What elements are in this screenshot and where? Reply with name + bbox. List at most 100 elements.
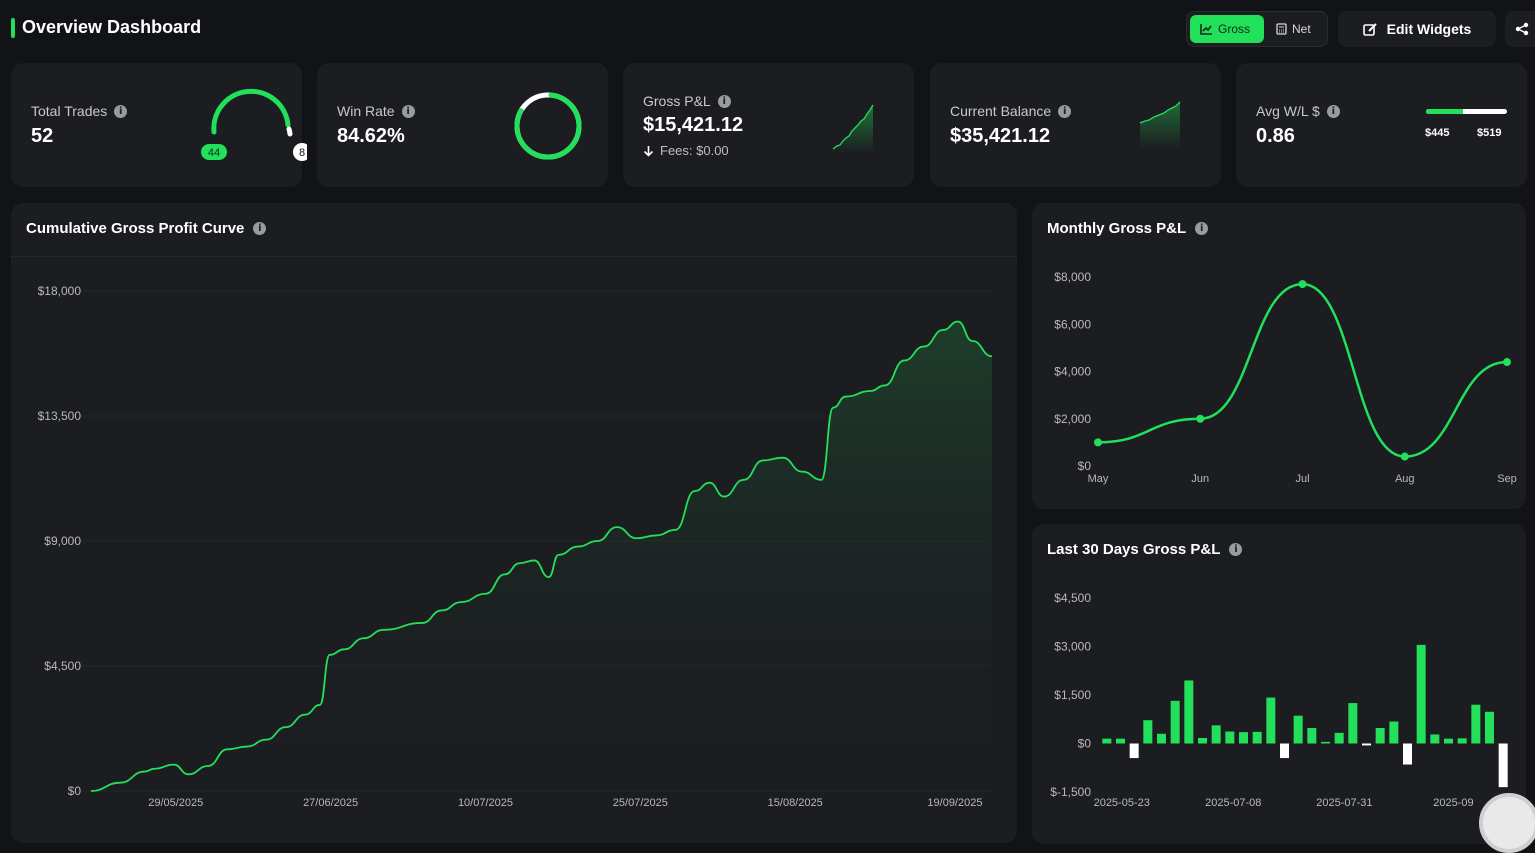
bar[interactable] xyxy=(1129,743,1139,759)
cumulative-chart: $0 $4,500 $9,000 $13,500 $18,000 29/05/2025 27… xyxy=(38,284,993,809)
x-tick-label: 25/07/2025 xyxy=(613,797,668,809)
bar[interactable] xyxy=(1198,738,1207,744)
avg-wl-label: Avg W/L $ xyxy=(1256,103,1320,119)
gross-pnl-label: Gross P&L xyxy=(643,93,711,109)
total-trades-card: Total Trades i 52 44 8 xyxy=(11,63,307,187)
bar[interactable] xyxy=(1334,732,1344,744)
x-tick-label: 2025-05-23 xyxy=(1094,797,1150,809)
bar[interactable] xyxy=(1239,732,1248,744)
x-tick-label: Aug xyxy=(1395,473,1415,485)
gross-pnl-value: $15,421.12 xyxy=(643,114,744,136)
bar[interactable] xyxy=(1170,700,1180,744)
bar[interactable] xyxy=(1457,738,1467,744)
data-point[interactable] xyxy=(1400,452,1409,461)
current-balance-label-row: Current Balance i xyxy=(950,103,1072,119)
bar[interactable] xyxy=(1403,743,1412,765)
cumulative-profit-panel: Cumulative Gross Profit Curve i $0 $4,500… xyxy=(11,203,1017,843)
bar[interactable] xyxy=(1389,721,1399,744)
bar[interactable] xyxy=(1416,644,1426,744)
data-point[interactable] xyxy=(1094,438,1102,447)
current-balance-label: Current Balance xyxy=(950,103,1052,119)
bar[interactable] xyxy=(1184,680,1194,744)
avg-wl-value: 0.86 xyxy=(1256,125,1295,147)
bar[interactable] xyxy=(1307,727,1317,744)
bar[interactable] xyxy=(1211,725,1221,744)
x-tick-label: Sep xyxy=(1497,473,1517,485)
divider xyxy=(11,256,1017,257)
bar[interactable] xyxy=(1225,731,1235,744)
x-tick-label: 2025-07-31 xyxy=(1316,797,1372,809)
panel-title: Cumulative Gross Profit Curve i xyxy=(26,220,267,237)
info-icon[interactable]: i xyxy=(114,104,128,118)
bar[interactable] xyxy=(1498,743,1508,788)
bar[interactable] xyxy=(1280,743,1289,759)
bar[interactable] xyxy=(1143,720,1153,744)
avg-win-bar-fill xyxy=(1426,109,1464,114)
y-tick-label: $4,000 xyxy=(1054,365,1091,379)
gauge-wins-arc xyxy=(211,88,291,135)
data-point[interactable] xyxy=(1503,358,1511,367)
bar[interactable] xyxy=(1321,741,1330,744)
edit-widgets-button[interactable]: Edit Widgets xyxy=(1338,11,1496,47)
total-trades-value: 52 xyxy=(31,125,54,147)
current-balance-value: $35,421.12 xyxy=(950,125,1051,147)
bar[interactable] xyxy=(1430,734,1440,744)
y-tick-label: $9,000 xyxy=(44,534,81,548)
data-point[interactable] xyxy=(1298,280,1307,289)
share-icon xyxy=(1515,22,1529,36)
trades-gauge: 44 8 xyxy=(201,88,307,161)
bar[interactable] xyxy=(1102,738,1112,744)
sparkline-line xyxy=(832,104,874,150)
monthly-pnl-panel: Monthly Gross P&L i $0 $2,000 $4,000 $6,000… xyxy=(1032,203,1526,509)
line-chart-icon xyxy=(1200,24,1212,35)
toggle-net-button[interactable]: Net xyxy=(1266,15,1326,43)
panel-title: Last 30 Days Gross P&L i xyxy=(1047,541,1243,558)
toggle-gross-label: Gross xyxy=(1218,22,1251,36)
bar[interactable] xyxy=(1157,733,1166,744)
bar[interactable] xyxy=(1266,697,1276,744)
x-tick-label: 10/07/2025 xyxy=(458,797,513,809)
bar[interactable] xyxy=(1252,731,1262,744)
y-tick-label: $0 xyxy=(1078,737,1092,751)
bar[interactable] xyxy=(1116,738,1125,744)
toggle-gross-button[interactable]: Gross xyxy=(1190,15,1264,43)
bar[interactable] xyxy=(1485,711,1494,744)
x-tick-label: 27/06/2025 xyxy=(303,797,358,809)
arrow-down-icon xyxy=(643,145,654,157)
bar[interactable] xyxy=(1362,743,1371,746)
info-icon[interactable]: i xyxy=(401,104,415,118)
x-tick-label: Jun xyxy=(1191,473,1209,485)
y-tick-label: $0 xyxy=(68,784,82,798)
info-icon[interactable]: i xyxy=(1195,222,1209,235)
bar[interactable] xyxy=(1348,703,1358,744)
share-button[interactable] xyxy=(1505,11,1535,47)
y-tick-label: $2,000 xyxy=(1054,412,1091,426)
edit-icon xyxy=(1362,22,1377,36)
info-icon[interactable]: i xyxy=(717,94,731,108)
sparkline-line xyxy=(1139,101,1181,124)
x-tick-label: May xyxy=(1088,473,1109,485)
y-tick-label: $18,000 xyxy=(38,284,82,298)
bar[interactable] xyxy=(1471,704,1481,744)
avg-win-amount: $445 xyxy=(1425,127,1450,139)
fees-row: Fees: $0.00 xyxy=(643,143,729,158)
bar[interactable] xyxy=(1293,715,1303,744)
edit-widgets-label: Edit Widgets xyxy=(1386,21,1472,37)
total-trades-label: Total Trades xyxy=(31,103,108,119)
win-rate-ring xyxy=(514,92,582,160)
current-balance-card: Current Balance i $35,421.12 xyxy=(930,63,1221,187)
area-fill xyxy=(91,321,992,791)
y-tick-label: $0 xyxy=(1078,459,1092,473)
bar[interactable] xyxy=(1375,727,1385,744)
x-tick-label: 29/05/2025 xyxy=(148,797,203,809)
toggle-net-label: Net xyxy=(1292,22,1311,36)
info-icon[interactable]: i xyxy=(1058,104,1072,118)
info-icon[interactable]: i xyxy=(253,222,267,235)
info-icon[interactable]: i xyxy=(1229,543,1243,556)
bar[interactable] xyxy=(1444,738,1453,744)
page-title: Overview Dashboard xyxy=(22,17,202,37)
data-point[interactable] xyxy=(1196,414,1205,423)
floating-action-button[interactable] xyxy=(1479,793,1535,853)
monthly-chart: $0 $2,000 $4,000 $6,000 $8,000 May Jun Jul Aug Se… xyxy=(1054,270,1517,485)
info-icon[interactable]: i xyxy=(1326,104,1340,118)
